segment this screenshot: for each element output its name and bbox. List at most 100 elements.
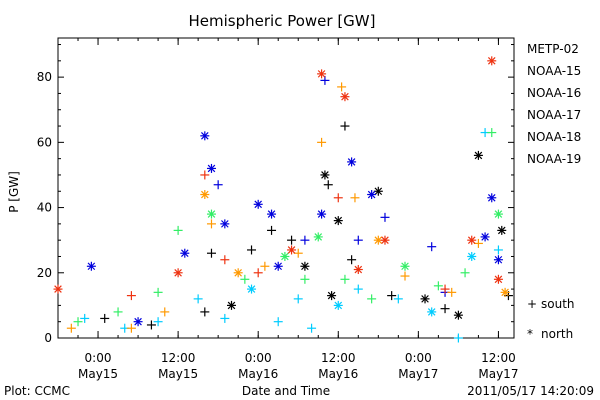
marker-stroke (381, 236, 389, 244)
south-marker (353, 284, 363, 294)
marker-stroke (281, 252, 289, 261)
south-marker (153, 317, 163, 327)
marker-stroke (54, 285, 62, 293)
north-marker (427, 307, 437, 317)
north-marker (453, 310, 463, 320)
marker-stroke (207, 210, 216, 218)
north-marker (200, 131, 210, 141)
x-axis-label: Date and Time (242, 384, 330, 398)
north-marker (467, 251, 477, 261)
footer-plot-credit: Plot: CCMC (4, 384, 70, 398)
marker-stroke (467, 236, 476, 244)
south-marker (146, 320, 156, 330)
south-marker (447, 287, 457, 297)
x-tick-label-date: May15 (158, 367, 198, 381)
south-marker (333, 193, 343, 203)
north-marker (86, 261, 96, 271)
marker-stroke (487, 193, 496, 202)
north-marker (400, 261, 410, 271)
x-axis: 0:00 May15 12:00 May15 0:00 May16 12:00 May16 0:… (57, 38, 518, 381)
marker-key: + south * north (527, 297, 575, 341)
south-marker (317, 137, 327, 147)
marker-stroke (467, 252, 476, 261)
marker-stroke (247, 285, 256, 293)
y-tick-label: 80 (37, 70, 52, 84)
south-marker (453, 333, 463, 343)
north-marker (420, 294, 430, 304)
south-marker (193, 294, 203, 304)
marker-stroke (401, 262, 409, 271)
south-marker (493, 245, 503, 255)
marker-stroke (301, 262, 309, 271)
legend-entry: NOAA-19 (527, 152, 581, 166)
legend-entry: NOAA-15 (527, 64, 581, 78)
north-marker (467, 235, 477, 245)
x-tick-label-date: May17 (398, 367, 438, 381)
south-marker (307, 323, 317, 333)
south-marker (393, 294, 403, 304)
north-marker (473, 150, 483, 160)
north-marker (493, 209, 503, 219)
north-marker (500, 287, 510, 297)
south-marker (433, 281, 443, 291)
marker-stroke (317, 70, 326, 78)
south-marker (350, 193, 360, 203)
series-noaa-18 (66, 82, 510, 333)
south-marker (487, 128, 497, 138)
marker-stroke (201, 132, 209, 140)
y-axis-label: P [GW] (7, 171, 21, 213)
north-marker (300, 261, 310, 271)
series-noaa-17 (73, 128, 503, 327)
south-marker (320, 75, 330, 85)
marker-stroke (134, 317, 142, 326)
south-marker (200, 170, 210, 180)
marker-stroke (334, 216, 343, 225)
x-tick-label-date: May17 (478, 367, 518, 381)
marker-stroke (287, 246, 296, 254)
x-tick-label-date: May16 (318, 367, 358, 381)
south-marker (100, 313, 110, 323)
y-tick-label: 40 (37, 201, 52, 215)
south-marker (400, 271, 410, 281)
north-marker (320, 170, 330, 180)
marker-stroke (347, 158, 356, 166)
south-marker (273, 317, 283, 327)
south-marker (220, 313, 230, 323)
marker-stroke (180, 249, 189, 258)
south-marker (300, 235, 310, 245)
north-marker (333, 216, 343, 226)
x-tick-label-time: 0:00 (245, 351, 272, 365)
marker-key-label: north (541, 327, 573, 341)
marker-stroke (234, 268, 242, 277)
south-marker (160, 307, 170, 317)
south-marker (340, 121, 350, 131)
south-marker (113, 307, 123, 317)
north-marker (353, 265, 363, 275)
x-tick-label-date: May16 (238, 367, 278, 381)
south-marker (293, 294, 303, 304)
north-marker (333, 300, 343, 310)
marker-stroke (481, 233, 489, 241)
chart-title: Hemispheric Power [GW] (189, 12, 376, 30)
marker-stroke (201, 190, 209, 199)
north-marker (313, 232, 323, 242)
south-marker (287, 235, 297, 245)
marker-stroke (341, 92, 349, 101)
south-marker (293, 248, 303, 258)
marker-stroke (274, 262, 283, 271)
north-marker (380, 235, 390, 245)
series-metp-02 (100, 121, 513, 330)
marker-stroke (334, 301, 343, 310)
legend-entry: NOAA-17 (527, 108, 581, 122)
marker-stroke (374, 187, 383, 196)
marker-stroke (367, 190, 376, 199)
south-marker (460, 268, 470, 278)
x-tick-label-time: 12:00 (481, 351, 516, 365)
north-marker (280, 251, 290, 261)
y-tick-label: 60 (37, 135, 52, 149)
marker-stroke (354, 265, 363, 274)
south-marker (153, 287, 163, 297)
marker-stroke (87, 262, 96, 271)
north-marker (227, 300, 237, 310)
